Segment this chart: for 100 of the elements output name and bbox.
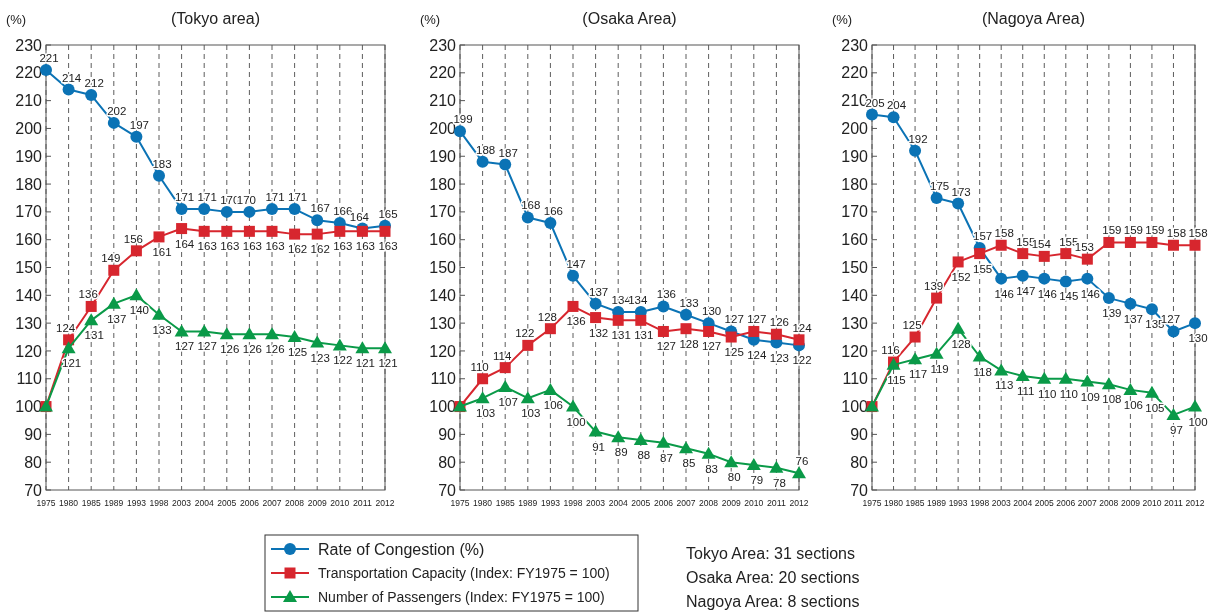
- data-label: 162: [288, 243, 308, 256]
- data-label: 119: [930, 362, 949, 375]
- point: [85, 300, 97, 312]
- point: [1124, 236, 1136, 248]
- data-label: 100: [1188, 415, 1208, 428]
- y-tick-label: 220: [841, 64, 869, 82]
- point: [1166, 407, 1181, 420]
- y-tick-label: 70: [850, 481, 869, 499]
- point: [85, 89, 98, 102]
- point: [909, 144, 922, 157]
- point: [332, 338, 347, 351]
- y-tick-label: 230: [841, 36, 869, 54]
- data-label: 173: [951, 185, 971, 198]
- point: [657, 325, 669, 337]
- point: [974, 248, 986, 260]
- point: [1188, 399, 1202, 412]
- data-label: 163: [265, 240, 285, 253]
- point: [152, 307, 166, 320]
- point: [520, 391, 535, 404]
- point: [1103, 236, 1115, 248]
- x-tick-label: 2009: [307, 498, 328, 508]
- point: [994, 363, 1009, 376]
- point: [175, 203, 188, 216]
- legend-label: Number of Passengers (Index: FY1975 = 100): [318, 588, 605, 605]
- point: [378, 341, 392, 354]
- data-label: 171: [175, 191, 195, 204]
- data-label: 156: [123, 232, 143, 245]
- point: [153, 169, 165, 182]
- point: [266, 203, 278, 216]
- data-label: 163: [242, 240, 262, 253]
- point: [1037, 371, 1052, 384]
- x-tick-label: 2007: [676, 498, 697, 508]
- point: [130, 130, 143, 143]
- y-tick-label: 160: [429, 231, 457, 249]
- data-label: 162: [310, 243, 330, 256]
- point: [611, 430, 626, 443]
- point: [311, 228, 323, 240]
- point: [633, 432, 648, 445]
- point: [266, 225, 278, 237]
- x-tick-label: 2010: [1142, 498, 1163, 508]
- y-tick-label: 110: [430, 370, 457, 388]
- point: [1167, 239, 1179, 251]
- point: [243, 205, 256, 218]
- y-tick-label: 160: [15, 231, 43, 249]
- data-label: 164: [175, 237, 195, 250]
- data-label: 107: [498, 396, 518, 409]
- point: [289, 228, 301, 240]
- y-tick-label: 190: [429, 147, 457, 165]
- x-tick-label: 1985: [905, 498, 926, 508]
- data-label: 83: [705, 462, 718, 475]
- data-label: 163: [378, 240, 398, 253]
- data-label: 140: [129, 304, 149, 317]
- y-axis-title: (%): [419, 12, 441, 27]
- point: [909, 331, 921, 343]
- data-label: 127: [747, 313, 767, 326]
- point: [952, 197, 965, 210]
- point: [769, 460, 784, 473]
- point: [61, 341, 76, 354]
- point: [1060, 248, 1072, 260]
- data-label: 91: [592, 440, 605, 453]
- data-label: 110: [1059, 387, 1078, 400]
- data-label: 105: [1145, 401, 1165, 414]
- data-label: 152: [951, 270, 971, 283]
- y-tick-label: 150: [841, 259, 869, 277]
- data-label: 137: [589, 285, 609, 298]
- data-label: 163: [355, 240, 375, 253]
- chart-title: (Osaka Area): [582, 10, 677, 27]
- data-label: 171: [197, 191, 217, 204]
- y-tick-label: 150: [15, 259, 43, 277]
- point: [1124, 297, 1137, 310]
- data-label: 163: [333, 240, 353, 253]
- y-tick-label: 140: [841, 286, 869, 304]
- y-tick-label: 90: [438, 425, 457, 443]
- data-label: 115: [887, 373, 906, 386]
- y-tick-label: 230: [15, 36, 43, 54]
- y-tick-label: 100: [429, 398, 457, 416]
- y-tick-label: 80: [850, 453, 869, 471]
- point: [355, 341, 370, 354]
- point: [748, 325, 760, 337]
- point: [40, 64, 52, 77]
- point: [130, 245, 142, 257]
- point: [929, 346, 944, 359]
- y-tick-label: 130: [15, 314, 43, 332]
- x-tick-label: 1975: [450, 498, 471, 508]
- x-tick-label: 1975: [36, 498, 57, 508]
- data-label: 159: [1123, 224, 1143, 237]
- data-label: 133: [152, 323, 172, 336]
- data-label: 187: [498, 146, 518, 159]
- data-label: 121: [62, 357, 82, 370]
- data-label: 85: [682, 457, 696, 470]
- data-label: 155: [973, 262, 993, 275]
- x-tick-label: 2009: [1120, 498, 1141, 508]
- data-label: 131: [611, 329, 631, 342]
- point: [590, 312, 602, 324]
- x-tick-label: 1989: [518, 498, 539, 508]
- x-tick-label: 1980: [884, 498, 905, 508]
- x-tick-label: 1993: [540, 498, 561, 508]
- y-tick-label: 110: [16, 370, 43, 388]
- data-label: 136: [656, 288, 676, 301]
- data-label: 79: [750, 473, 764, 486]
